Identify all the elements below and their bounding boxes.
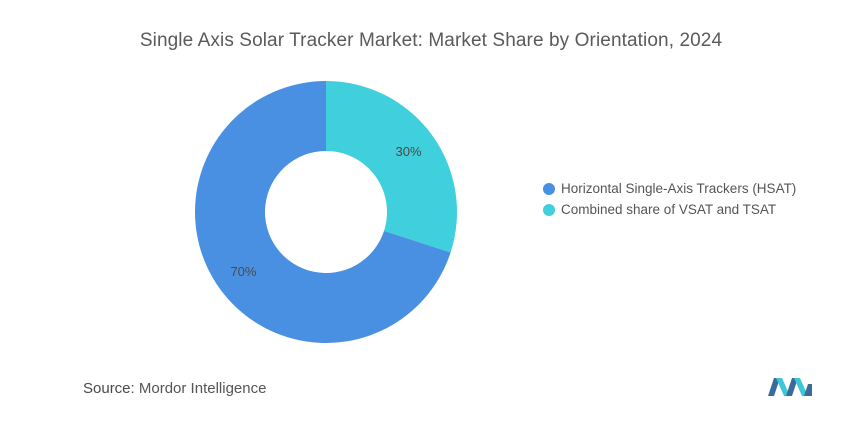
legend-marker-combined <box>543 203 555 216</box>
donut-slice-1[interactable] <box>195 81 451 343</box>
donut-slices <box>195 81 457 343</box>
legend-label-combined: Combined share of VSAT and TSAT <box>561 202 777 217</box>
legend-item-hsat[interactable]: Horizontal Single-Axis Trackers (HSAT) <box>543 178 796 199</box>
legend-label-hsat: Horizontal Single-Axis Trackers (HSAT) <box>561 181 797 196</box>
legend-item-combined[interactable]: Combined share of VSAT and TSAT <box>543 199 796 220</box>
donut-slice-0[interactable] <box>326 81 457 253</box>
source-label: Source: <box>83 380 135 397</box>
source-line: Source: Mordor Intelligence <box>83 380 266 397</box>
chart-title: Single Axis Solar Tracker Market: Market… <box>139 30 723 51</box>
donut-slice-labels: 30% 70% <box>230 144 421 279</box>
donut-slice-label-0: 30% <box>396 144 422 159</box>
legend-marker-hsat <box>543 182 555 195</box>
source-value: Mordor Intelligence <box>138 380 267 397</box>
chart-legend: Horizontal Single-Axis Trackers (HSAT) C… <box>543 178 796 220</box>
donut-slice-label-1: 70% <box>230 264 256 279</box>
mordor-intelligence-logo <box>768 378 812 396</box>
